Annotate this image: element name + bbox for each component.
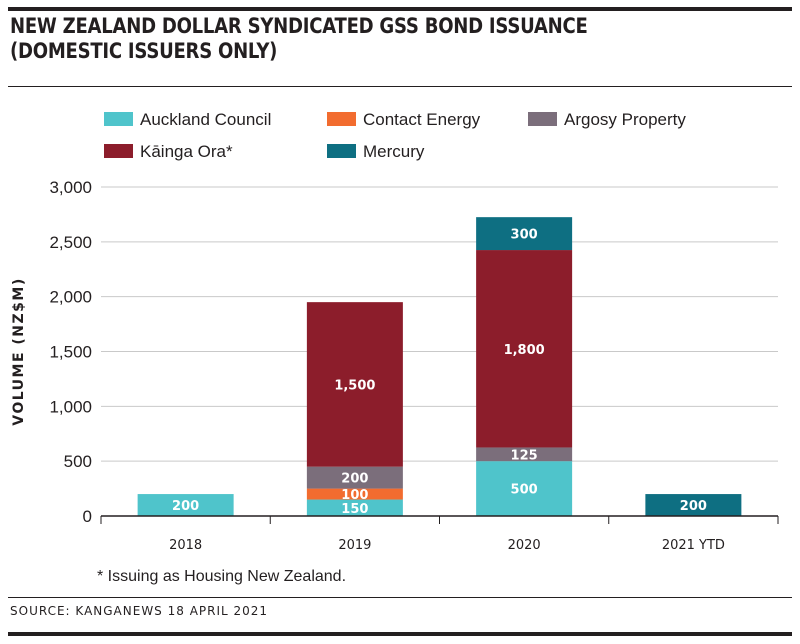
bar-kainga-ora (306, 302, 403, 467)
data-label: 500 (511, 483, 538, 498)
data-label: 200 (172, 499, 199, 514)
x-tick-label: 2019 (338, 538, 371, 553)
y-axis-label: VOLUME (NZ$M) (11, 277, 27, 426)
x-tick-label: 2020 (508, 538, 541, 553)
bar-mercury (476, 217, 573, 251)
data-label: 100 (341, 488, 368, 503)
y-tick-label: 0 (83, 507, 92, 526)
legend-swatch (104, 112, 133, 126)
top-rule (8, 7, 792, 11)
legend-label: Argosy Property (564, 110, 686, 129)
data-label: 125 (511, 448, 538, 463)
legend-label: Kāinga Ora* (140, 142, 233, 161)
y-tick-label: 1,500 (49, 343, 92, 362)
data-label: 200 (680, 499, 707, 514)
data-label: 1,500 (334, 378, 375, 393)
bar-auckland-council (137, 494, 234, 516)
y-tick-label: 1,000 (49, 397, 92, 416)
title-rule (8, 86, 792, 87)
footnote: * Issuing as Housing New Zealand. (97, 568, 347, 585)
y-tick-label: 500 (64, 452, 92, 471)
legend-swatch (104, 144, 133, 158)
legend-label: Mercury (363, 142, 425, 161)
x-tick-label: 2021 YTD (662, 538, 725, 553)
bar-argosy-property (306, 466, 403, 489)
bar-mercury (645, 494, 742, 516)
y-tick-label: 2,000 (49, 288, 92, 307)
bar-auckland-council (306, 499, 403, 516)
bar-argosy-property (476, 447, 573, 462)
legend-swatch (327, 144, 356, 158)
legend-label: Auckland Council (140, 110, 271, 129)
source-rule (8, 597, 792, 598)
data-label: 200 (341, 472, 368, 487)
chart-title: NEW ZEALAND DOLLAR SYNDICATED GSS BOND I… (10, 14, 588, 63)
bar-kainga-ora (476, 250, 573, 448)
y-tick-label: 2,500 (49, 233, 92, 252)
legend-swatch (327, 112, 356, 126)
data-label: 150 (341, 502, 368, 517)
source-text: SOURCE: KANGANEWS 18 APRIL 2021 (10, 604, 269, 618)
data-label: 1,800 (504, 343, 545, 358)
data-label: 300 (511, 228, 538, 243)
x-tick-label: 2018 (169, 538, 202, 553)
bar-contact-energy (306, 488, 403, 500)
legend-swatch (528, 112, 557, 126)
legend-label: Contact Energy (363, 110, 481, 129)
y-tick-label: 3,000 (49, 178, 92, 197)
chart-svg: Auckland Council Contact Energy Argosy Pro… (11, 110, 779, 553)
bar-auckland-council (476, 461, 573, 516)
bottom-rule (8, 632, 792, 636)
